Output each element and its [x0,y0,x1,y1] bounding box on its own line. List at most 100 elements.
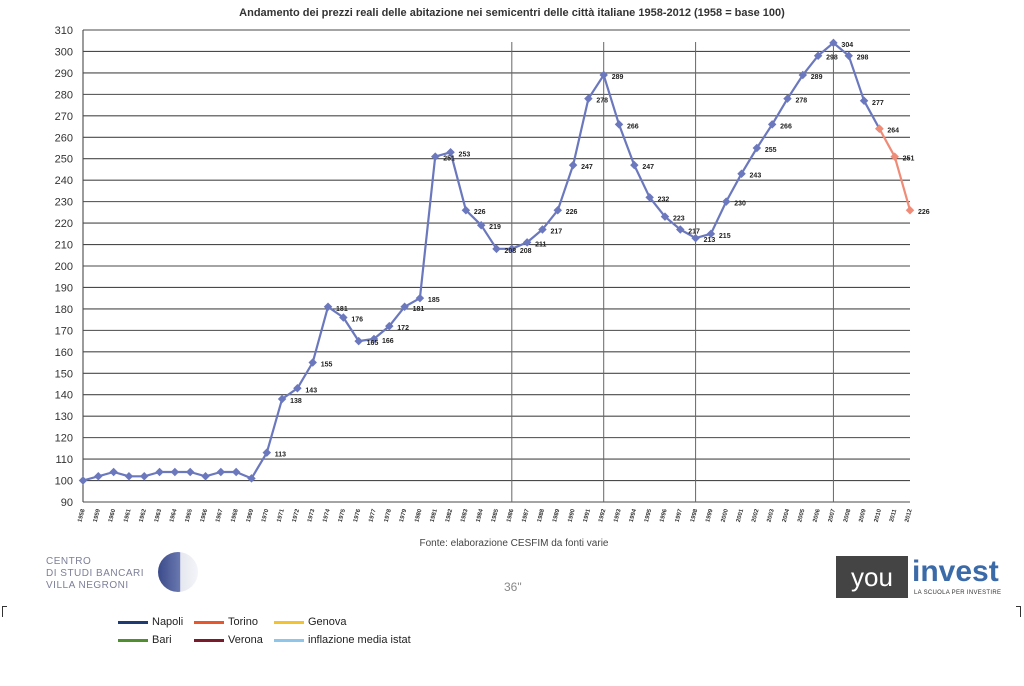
series-line [82,41,881,482]
data-point [354,336,363,346]
y-tick-label: 250 [55,154,73,166]
frame-bracket-left [2,606,7,617]
x-tick-label: 2012 [904,508,913,523]
x-tick-label: 1990 [567,508,576,523]
data-point [905,205,915,215]
y-tick-label: 140 [55,390,73,402]
x-tick-label: 1971 [277,508,286,523]
x-tick-label: 2011 [889,508,898,523]
x-tick-label: 2006 [813,508,822,523]
series-lines [82,41,912,482]
x-tick-label: 1974 [322,508,331,523]
data-label: 215 [719,233,731,240]
data-label: 181 [413,306,425,313]
data-label: 230 [734,201,746,208]
x-tick-label: 1992 [598,508,607,523]
data-point [630,160,639,170]
y-tick-label: 130 [55,411,73,423]
x-tick-label: 1973 [307,508,316,523]
data-point [94,472,103,481]
y-tick-label: 110 [55,454,73,466]
chart-title: Andamento dei prezzi reali delle abitazi… [239,7,785,19]
x-tick-label: 1984 [476,508,485,523]
x-tick-label: 1978 [384,508,393,523]
data-point [247,474,256,483]
y-tick-label: 270 [55,111,73,123]
data-label: 266 [627,123,639,130]
data-point [875,124,884,133]
price-index-chart: Andamento dei prezzi reali delle abitazi… [55,7,930,549]
data-point [859,96,869,106]
x-axis-ticks: 1958 1959 1960 1961 1962 1963 1964 1965 1966 1967… [77,508,913,523]
data-point [78,476,88,485]
data-point [385,321,394,331]
x-tick-label: 1961 [123,508,132,523]
data-label: 289 [811,74,823,81]
legend-label: Verona [228,634,263,646]
page-number: 36" [504,580,522,594]
data-point [339,313,348,322]
data-point [308,358,317,367]
data-label: 247 [581,164,593,171]
x-tick-label: 1985 [491,508,500,523]
x-tick-label: 1967 [215,508,224,523]
legend-swatch [274,620,304,624]
data-label: 138 [290,398,302,405]
data-label: 298 [857,55,869,62]
x-tick-label: 1979 [399,508,408,523]
x-tick-label: 1999 [705,508,714,523]
legend-swatch [274,638,304,642]
x-tick-label: 2001 [736,508,745,523]
y-tick-label: 260 [55,132,73,144]
brand-invest: invest [912,555,999,588]
data-label: 172 [397,325,409,332]
data-point [277,394,287,404]
x-tick-label: 1976 [353,508,362,523]
y-tick-label: 200 [55,261,73,273]
brand-you: you [836,556,908,598]
x-tick-label: 2007 [828,508,837,523]
legend-swatch [194,638,224,642]
x-tick-label: 1982 [445,508,454,523]
data-label: 226 [566,209,578,216]
y-tick-label: 310 [55,25,73,37]
x-tick-label: 1963 [154,508,163,523]
series-points [78,38,915,485]
data-label: 181 [336,306,348,313]
y-tick-label: 100 [55,476,73,488]
data-label: 304 [841,42,853,49]
y-tick-label: 290 [55,68,73,80]
x-tick-label: 2000 [721,508,730,523]
data-label: 166 [382,338,394,345]
x-tick-label: 2010 [874,508,883,523]
series-line [878,128,912,211]
data-label: 264 [887,128,899,135]
data-point [890,152,899,161]
legend-label: Napoli [152,616,184,628]
x-tick-label: 2002 [751,508,760,523]
x-tick-label: 1997 [675,508,684,523]
youinvest-logo: you invest LA SCUOLA PER INVESTIRE [836,556,1016,602]
org-logo-text: CENTRO DI STUDI BANCARI VILLA NEGRONI [46,556,144,592]
y-tick-label: 300 [55,46,73,58]
y-tick-label: 220 [55,218,73,230]
data-point [430,152,440,161]
legend-label: Genova [308,616,347,628]
data-label: 289 [612,74,624,81]
x-tick-label: 1998 [690,508,699,523]
data-label: 278 [795,98,807,105]
x-tick-label: 2004 [782,508,791,523]
data-label: 277 [872,100,884,107]
data-point [614,120,624,129]
data-point [185,467,195,477]
data-point [293,384,302,393]
data-point [476,220,486,230]
x-tick-label: 1986 [506,508,515,523]
legend-label: Bari [152,634,172,646]
data-label: 247 [642,164,654,171]
legend-item: Verona [194,634,263,646]
data-label: 208 [505,248,517,255]
legend-item: Genova [274,616,347,628]
x-tick-label: 1969 [246,508,255,523]
